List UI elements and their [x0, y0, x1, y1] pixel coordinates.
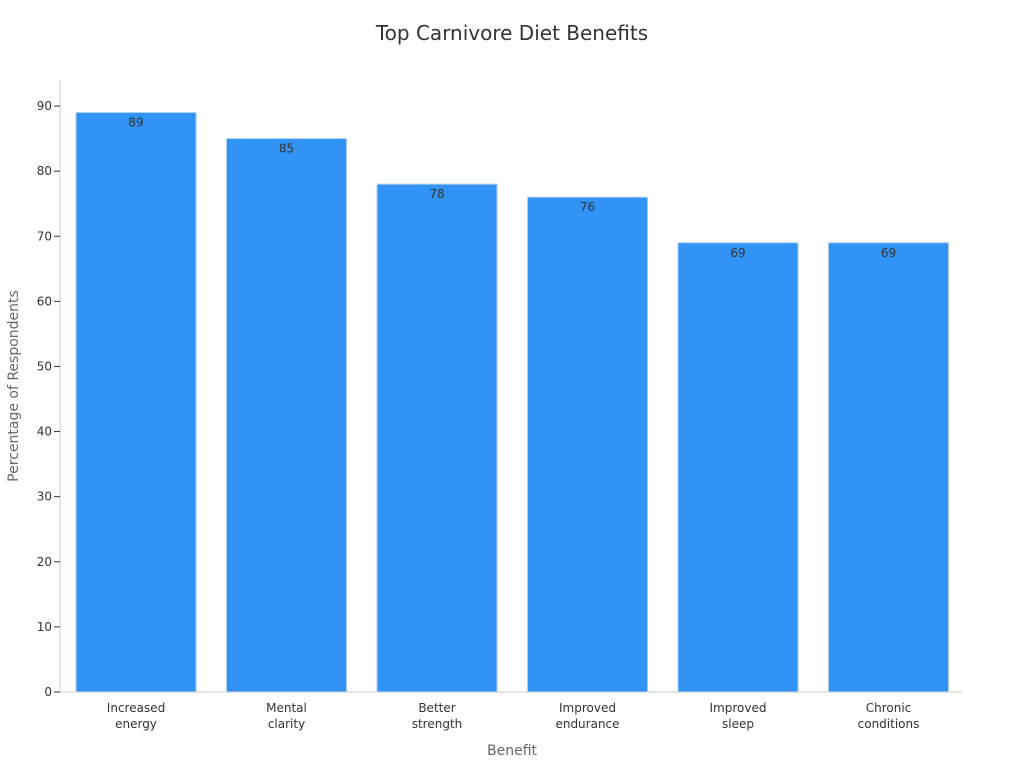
x-tick-label: Chronic conditions [858, 701, 920, 731]
x-tick-label: Improved endurance [555, 701, 619, 731]
data-labels-layer: 89 85 78 76 69 69 [128, 116, 896, 260]
x-tick-label-line: endurance [555, 717, 619, 731]
bar [677, 242, 799, 693]
x-axis-title: Benefit [487, 743, 538, 759]
y-tick-label: 50 [37, 359, 52, 373]
x-tick-label-line: clarity [268, 717, 305, 731]
data-label: 69 [881, 246, 896, 260]
x-tick-label-line: Better [418, 701, 455, 715]
x-tick-label: Increased energy [107, 701, 165, 731]
x-tick-label-line: Chronic [866, 701, 912, 715]
x-tick-label-line: conditions [858, 717, 920, 731]
bar [226, 138, 347, 693]
x-tick-label-line: sleep [722, 717, 754, 731]
bar [75, 112, 197, 693]
bar [828, 242, 949, 693]
y-axis-title: Percentage of Respondents [6, 290, 22, 482]
x-tick-label-line: Mental [266, 701, 307, 715]
y-tick-label: 60 [37, 294, 52, 308]
y-tick-label: 70 [37, 229, 52, 243]
chart-title: Top Carnivore Diet Benefits [375, 21, 648, 45]
y-tick-label: 20 [37, 555, 52, 569]
x-tick-label-line: energy [115, 717, 157, 731]
x-tick-label-line: Increased [107, 701, 165, 715]
x-axis: Increased energy Mental clarity Better streng… [60, 691, 963, 731]
x-tick-label-line: strength [412, 717, 463, 731]
y-tick-label: 30 [37, 490, 52, 504]
data-label: 78 [429, 187, 444, 201]
x-tick-label-line: Improved [559, 701, 616, 715]
y-tick-label: 10 [37, 620, 52, 634]
y-tick-label: 40 [37, 425, 52, 439]
data-label: 76 [580, 200, 595, 214]
x-tick-label: Improved sleep [710, 701, 767, 731]
x-tick-label-line: Improved [710, 701, 767, 715]
bar [376, 183, 498, 693]
y-tick-label: 90 [37, 99, 52, 113]
bar [527, 196, 648, 693]
data-label: 85 [279, 142, 294, 156]
data-label: 89 [128, 116, 143, 130]
y-tick-label: 0 [44, 685, 52, 699]
y-axis: 0 10 20 30 40 50 60 70 80 90 [37, 80, 61, 699]
bars-layer [75, 112, 949, 693]
data-label: 69 [730, 246, 745, 260]
y-tick-label: 80 [37, 164, 52, 178]
x-tick-label: Better strength [412, 701, 463, 731]
x-tick-label: Mental clarity [266, 701, 307, 731]
